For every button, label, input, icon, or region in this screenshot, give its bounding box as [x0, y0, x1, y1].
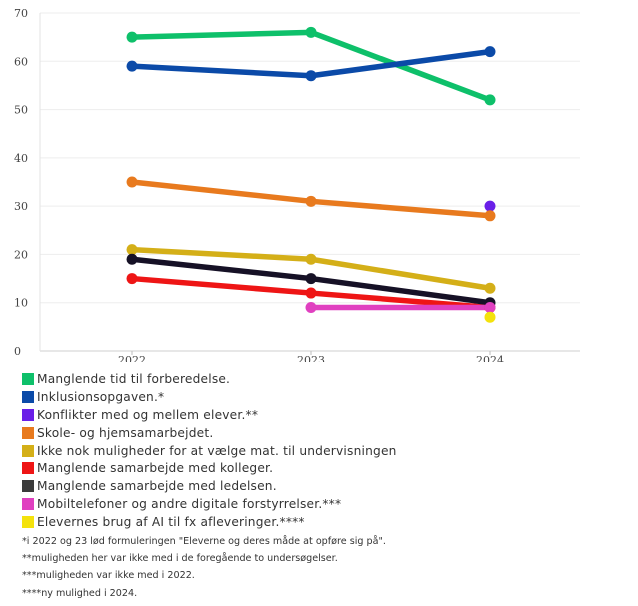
data-point: [305, 302, 317, 314]
y-tick-label: 70: [14, 7, 28, 20]
x-tick-label: 2023: [297, 354, 325, 362]
legend-swatch: [22, 480, 34, 493]
y-axis: 0 10 20 30 40 50 60 70: [14, 7, 28, 358]
legend-item: Elevernes brug af AI til fx afleveringer…: [22, 513, 397, 531]
legend-label: Inklusionsopgaven.*: [37, 389, 165, 404]
x-axis: 2022 2023 2024: [118, 351, 504, 362]
data-point: [484, 311, 496, 323]
legend-swatch: [22, 426, 34, 439]
legend-label: Manglende samarbejde med kolleger.: [37, 461, 274, 476]
data-point: [126, 244, 138, 256]
legend-swatch: [22, 462, 34, 475]
x-tick-label: 2024: [476, 354, 504, 362]
footnote: *i 2022 og 23 lød formuleringen "Elevern…: [22, 536, 386, 547]
data-point: [484, 94, 496, 106]
legend-label: Elevernes brug af AI til fx afleveringer…: [37, 515, 305, 530]
data-point: [305, 26, 317, 38]
legend-item: Manglende samarbejde med ledelsen.: [22, 477, 397, 495]
data-point: [305, 287, 317, 299]
y-tick-label: 30: [14, 200, 28, 213]
data-point: [484, 282, 496, 294]
data-point: [126, 176, 138, 188]
data-point: [305, 253, 317, 265]
legend-label: Manglende samarbejde med ledelsen.: [37, 479, 277, 494]
y-tick-label: 40: [14, 152, 28, 165]
data-point: [126, 60, 138, 72]
data-point: [484, 200, 496, 212]
series-points: [126, 26, 496, 323]
y-tick-label: 0: [14, 345, 21, 358]
y-tick-label: 60: [14, 55, 28, 68]
legend-swatch: [22, 516, 34, 529]
legend-item: Skole- og hjemsamarbejdet.: [22, 424, 397, 442]
data-point: [305, 70, 317, 82]
legend-swatch: [22, 408, 34, 421]
legend: Manglende tid til forberedelse. Inklusion…: [22, 370, 397, 531]
footnote: ****ny mulighed i 2024.: [22, 587, 138, 599]
series-line: [129, 29, 493, 103]
data-point: [126, 273, 138, 285]
legend-item: Manglende samarbejde med kolleger.: [22, 459, 397, 477]
legend-item: Mobiltelefoner og andre digitale forstyr…: [22, 495, 397, 513]
data-point: [305, 195, 317, 207]
legend-swatch: [22, 390, 34, 403]
data-point: [305, 273, 317, 285]
data-point: [484, 302, 496, 314]
y-tick-label: 10: [14, 297, 28, 310]
legend-item: Konflikter med og mellem elever.**: [22, 406, 397, 424]
legend-item: Inklusionsopgaven.*: [22, 388, 397, 406]
footnotes: *i 2022 og 23 lød formuleringen "Elevern…: [22, 533, 386, 602]
legend-swatch: [22, 444, 34, 457]
line-chart: 0 10 20 30 40 50 60 70 2022 2023 2024: [14, 7, 580, 362]
y-tick-label: 20: [14, 248, 28, 261]
legend-item: Ikke nok muligheder for at vælge mat. ti…: [22, 442, 397, 460]
legend-item: Manglende tid til forberedelse.: [22, 370, 397, 388]
data-point: [484, 46, 496, 58]
data-point: [126, 31, 138, 43]
y-tick-label: 50: [14, 104, 28, 117]
footnote: ***muligheden var ikke med i 2022.: [22, 570, 195, 582]
legend-label: Manglende tid til forberedelse.: [37, 371, 231, 386]
data-point: [126, 253, 138, 265]
legend-label: Mobiltelefoner og andre digitale forstyr…: [37, 497, 342, 512]
grid-lines: [39, 12, 580, 352]
legend-label: Konflikter med og mellem elever.**: [37, 407, 259, 422]
legend-swatch: [22, 372, 34, 385]
x-tick-label: 2022: [118, 354, 146, 362]
legend-label: Skole- og hjemsamarbejdet.: [37, 425, 214, 440]
data-point: [484, 210, 496, 222]
footnote: **muligheden her var ikke med i de foreg…: [22, 553, 338, 565]
legend-swatch: [22, 498, 34, 511]
legend-label: Ikke nok muligheder for at vælge mat. ti…: [37, 443, 397, 458]
